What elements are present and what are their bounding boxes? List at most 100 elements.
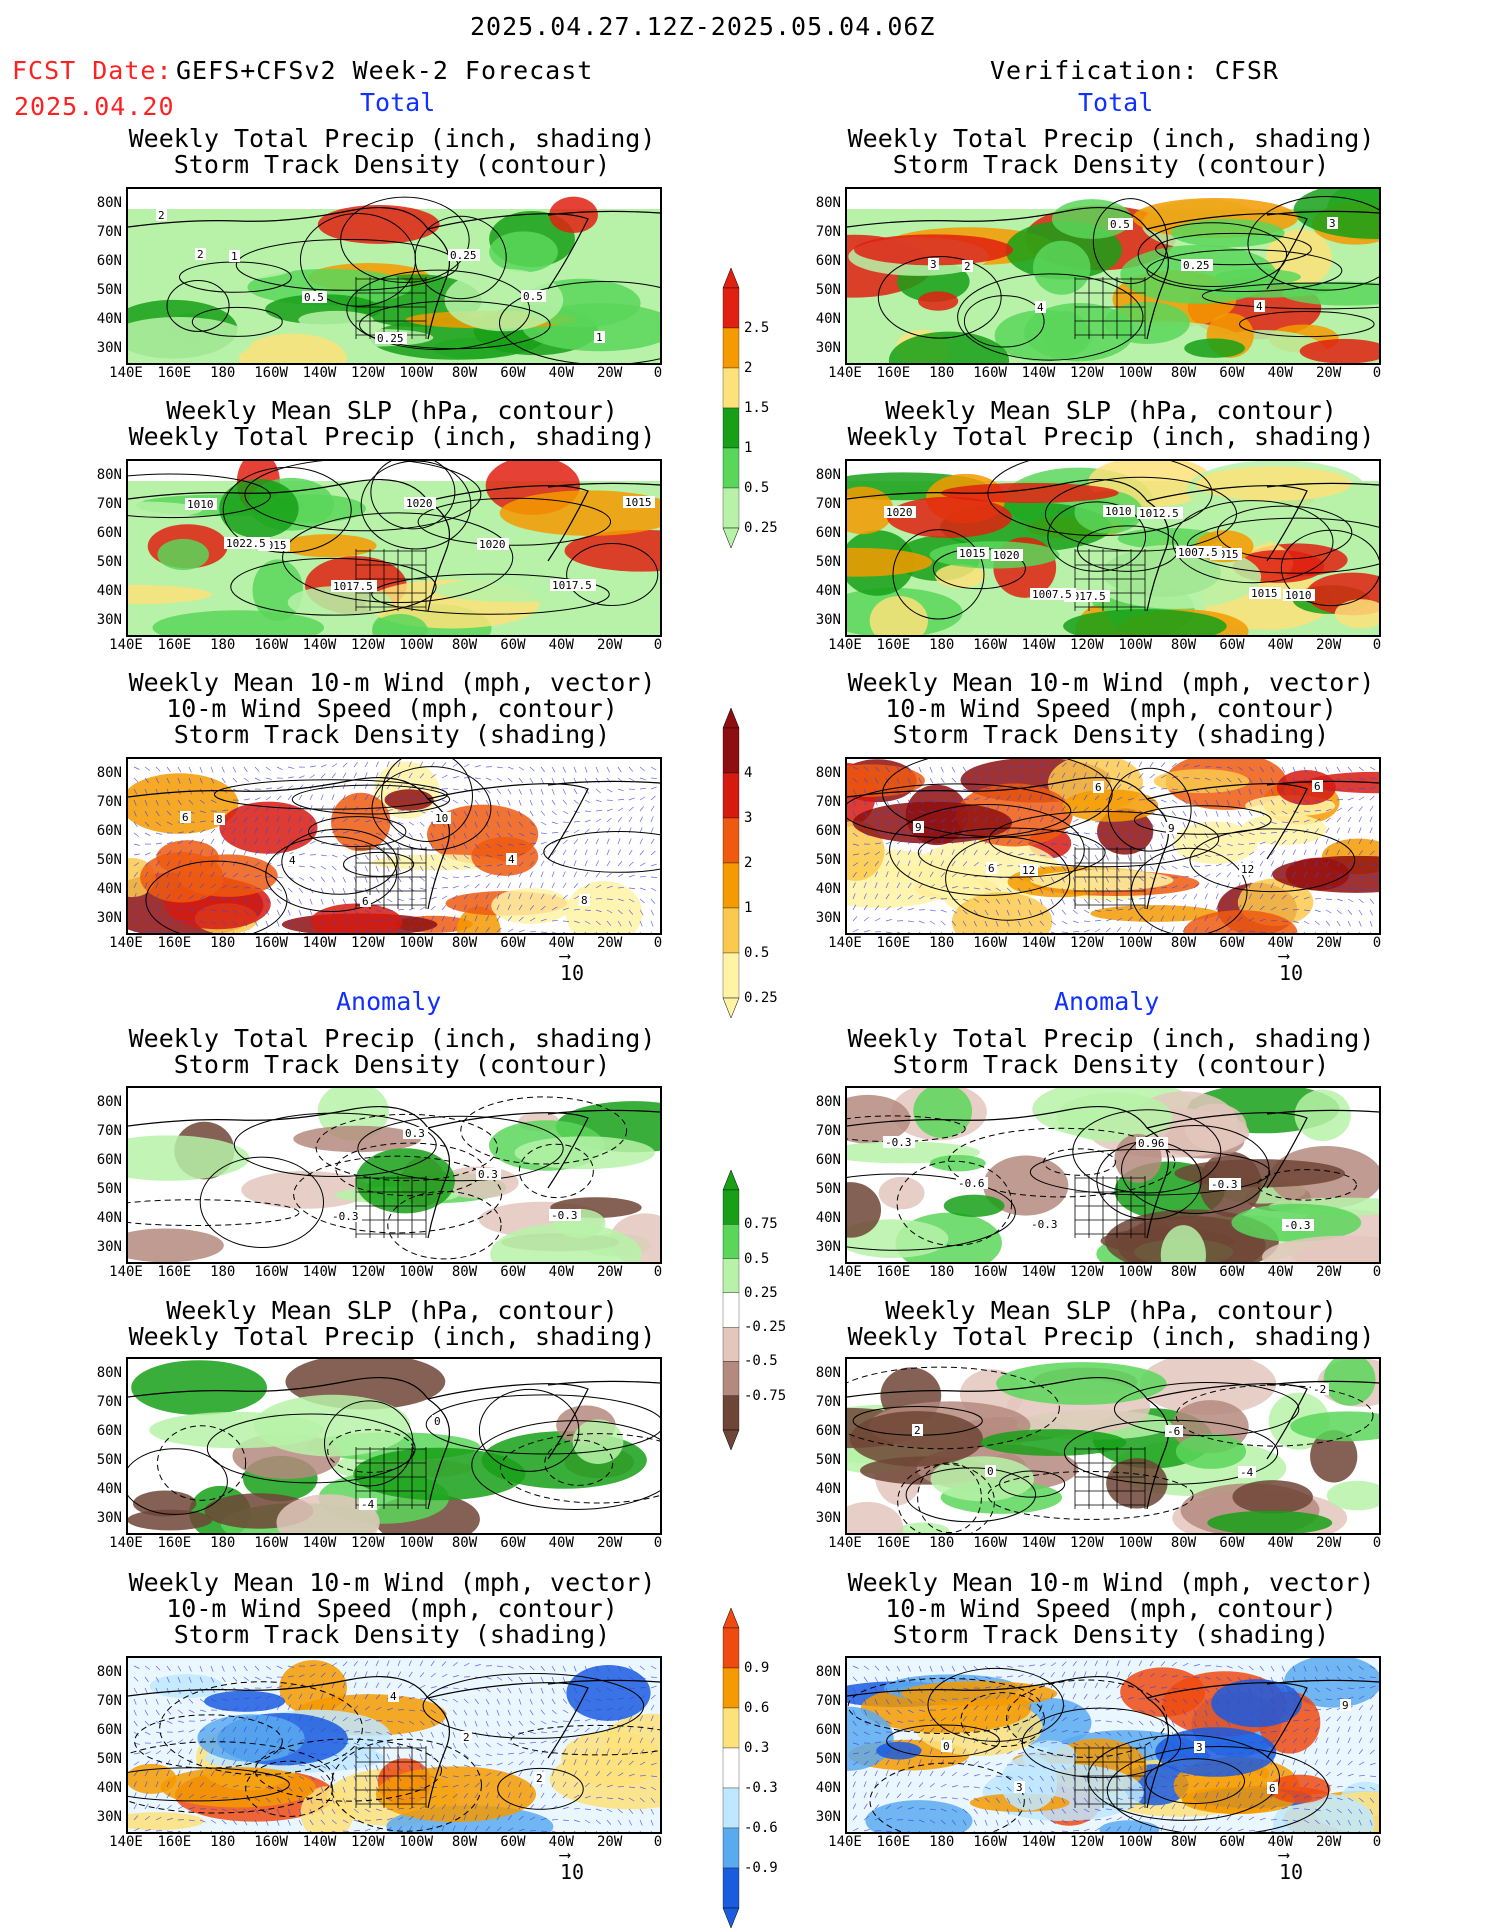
contour-value-label: 0.5 <box>304 291 324 304</box>
lon-tick-label: 120W <box>343 1535 393 1551</box>
shading-region <box>318 205 440 244</box>
lon-tick-label: 160W <box>246 1264 296 1280</box>
lon-tick-label: 0 <box>633 637 683 653</box>
lat-tick-label: 30N <box>801 910 841 926</box>
lon-tick-label: 0 <box>1352 1535 1402 1551</box>
lat-tick-label: 60N <box>82 525 122 541</box>
lon-tick-label: 140E <box>101 1264 151 1280</box>
lat-tick-label: 30N <box>801 1239 841 1255</box>
contour-value-label: 0 <box>943 1740 950 1753</box>
shading-region <box>128 1228 224 1262</box>
contour-value-label: 3 <box>1016 1781 1023 1794</box>
shading-region <box>157 539 208 570</box>
lon-tick-label: 160E <box>868 1264 918 1280</box>
lon-tick-label: 40W <box>1255 1535 1305 1551</box>
panel-title-line: Weekly Mean SLP (hPa, contour) <box>106 398 678 424</box>
lat-tick-label: 80N <box>82 1094 122 1110</box>
lon-tick-label: 60W <box>1207 935 1257 951</box>
contour-value-label: 0 <box>987 1465 994 1478</box>
contour-value-label: 1010 <box>1285 589 1312 602</box>
lon-tick-label: 140E <box>101 637 151 653</box>
lat-tick-label: 60N <box>801 823 841 839</box>
lon-tick-label: 80W <box>1159 1264 1209 1280</box>
contour-value-label: 4 <box>390 1690 397 1703</box>
colorbar-label: 0.5 <box>744 1251 769 1267</box>
lat-tick-label: 70N <box>801 1693 841 1709</box>
contour-value-label: 1007.5 <box>1032 588 1072 601</box>
contour-value-label: 1020 <box>406 497 433 510</box>
shading-region <box>471 837 538 876</box>
contour-value-label: 1020 <box>479 538 506 551</box>
colorbar-label: 0.25 <box>744 1285 778 1301</box>
shading-region <box>489 231 558 272</box>
lon-tick-label: 100W <box>391 365 441 381</box>
panel-title-line: Weekly Mean SLP (hPa, contour) <box>825 1298 1397 1324</box>
contour-value-label: 0.96 <box>1138 1137 1165 1150</box>
lon-tick-label: 20W <box>585 637 635 653</box>
contour-value-label: -0.3 <box>1211 1178 1238 1191</box>
lon-tick-label: 160W <box>246 1535 296 1551</box>
contour-value-label: -0.3 <box>1284 1219 1311 1232</box>
lat-tick-label: 60N <box>82 1423 122 1439</box>
lat-tick-label: 80N <box>82 467 122 483</box>
contour-value-label: 3 <box>930 258 937 271</box>
contour-value-label: 6 <box>362 895 369 908</box>
shading-region <box>1211 1679 1302 1727</box>
lon-tick-label: 140E <box>101 1834 151 1850</box>
lon-tick-label: 120W <box>1062 1264 1112 1280</box>
lat-tick-label: 50N <box>82 1181 122 1197</box>
contour-value-label: 0.3 <box>405 1127 425 1140</box>
lat-tick-label: 80N <box>801 1094 841 1110</box>
colorbar-label: -0.25 <box>744 1319 786 1335</box>
lat-tick-label: 30N <box>801 1510 841 1526</box>
lon-tick-label: 160W <box>965 1535 1015 1551</box>
lat-tick-label: 30N <box>82 612 122 628</box>
shading-region <box>491 888 570 924</box>
lon-tick-label: 100W <box>391 1535 441 1551</box>
contour-value-label: 1 <box>596 331 603 344</box>
lon-tick-label: 120W <box>1062 935 1112 951</box>
lat-tick-label: 40N <box>82 1481 122 1497</box>
lon-tick-label: 160W <box>965 365 1015 381</box>
contour-value-label: -2 <box>1313 1383 1326 1396</box>
wind-reference-vector: ⟶10 <box>560 951 584 985</box>
contour-value-label: 6 <box>988 862 995 875</box>
lon-tick-label: 0 <box>1352 935 1402 951</box>
contour-value-label: 6 <box>1095 781 1102 794</box>
lat-tick-label: 70N <box>82 224 122 240</box>
contour-value-label: 1017.5 <box>333 580 373 593</box>
lon-tick-label: 160W <box>246 1834 296 1850</box>
lon-tick-label: 140W <box>1013 1535 1063 1551</box>
lon-tick-label: 120W <box>343 935 393 951</box>
lat-tick-label: 70N <box>801 794 841 810</box>
panel-title-line: Weekly Total Precip (inch, shading) <box>825 424 1397 450</box>
shading-region <box>996 1362 1167 1405</box>
contour-value-label: -4 <box>1240 1466 1254 1479</box>
lon-tick-label: 60W <box>1207 637 1257 653</box>
shading-region <box>1232 1480 1313 1514</box>
contour-value-label: -6 <box>1167 1425 1180 1438</box>
panel-title-line: Storm Track Density (contour) <box>825 1052 1397 1078</box>
shading-region <box>1184 339 1245 358</box>
contour-value-label: 6 <box>1269 1782 1276 1795</box>
shading-region <box>1033 241 1090 295</box>
lat-tick-label: 50N <box>801 1181 841 1197</box>
colorbar-label: 0.9 <box>744 1660 769 1676</box>
colorbar-label: 1 <box>744 900 752 916</box>
lon-tick-label: 100W <box>1110 1834 1160 1850</box>
shading-region <box>376 1766 536 1822</box>
lon-tick-label: 80W <box>1159 637 1209 653</box>
wind-reference-vector: ⟶10 <box>1279 1850 1303 1884</box>
lon-tick-label: 80W <box>440 1535 490 1551</box>
colorbar-label: -0.6 <box>744 1820 778 1836</box>
shading-region <box>566 1665 650 1721</box>
lat-tick-label: 50N <box>801 282 841 298</box>
lon-tick-label: 20W <box>1304 1264 1354 1280</box>
lat-tick-label: 40N <box>801 881 841 897</box>
panel-title-line: 10-m Wind Speed (mph, contour) <box>106 1596 678 1622</box>
lon-tick-label: 80W <box>440 365 490 381</box>
section-anomaly-left: Anomaly <box>336 987 441 1016</box>
